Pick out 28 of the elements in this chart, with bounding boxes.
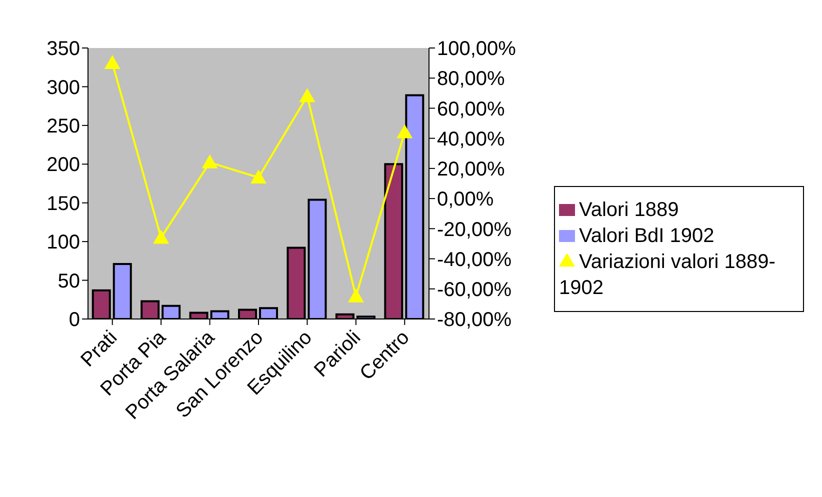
y-tick-label: 300 xyxy=(46,76,80,99)
point xyxy=(202,154,218,168)
point xyxy=(299,88,316,102)
y-tick-label: 200 xyxy=(46,154,80,176)
y2-tick-label: 100,00% xyxy=(437,38,516,60)
legend-label: Valori 1889 xyxy=(579,198,679,220)
y2-tick-label: 60,00% xyxy=(437,98,506,120)
y2-tick-label: 40,00% xyxy=(437,128,506,150)
y-tick-label: 150 xyxy=(46,192,80,215)
y2-tick-label: 20,00% xyxy=(437,158,506,181)
y2-tick-label: 80,00% xyxy=(437,68,506,90)
y2-tick-label: 0,00% xyxy=(437,188,494,211)
y2-tick-label: -80,00% xyxy=(437,309,512,332)
y2-tick-label: -20,00% xyxy=(437,218,512,241)
legend-label: Variazioni valori 1889-1902 xyxy=(559,250,776,298)
y-tick-label: 350 xyxy=(46,38,80,60)
point xyxy=(153,230,170,244)
y2-tick-label: -60,00% xyxy=(437,278,512,301)
point xyxy=(250,169,266,184)
point xyxy=(348,288,364,302)
point xyxy=(104,55,120,70)
point xyxy=(396,124,413,138)
y-tick-label: 250 xyxy=(46,116,80,138)
y-tick-label: 0 xyxy=(68,309,80,332)
y-tick-label: 50 xyxy=(58,270,80,292)
y-tick-label: 100 xyxy=(46,232,80,254)
y2-tick-label: -40,00% xyxy=(437,248,512,271)
legend-label: Valori BdI 1902 xyxy=(579,224,714,246)
